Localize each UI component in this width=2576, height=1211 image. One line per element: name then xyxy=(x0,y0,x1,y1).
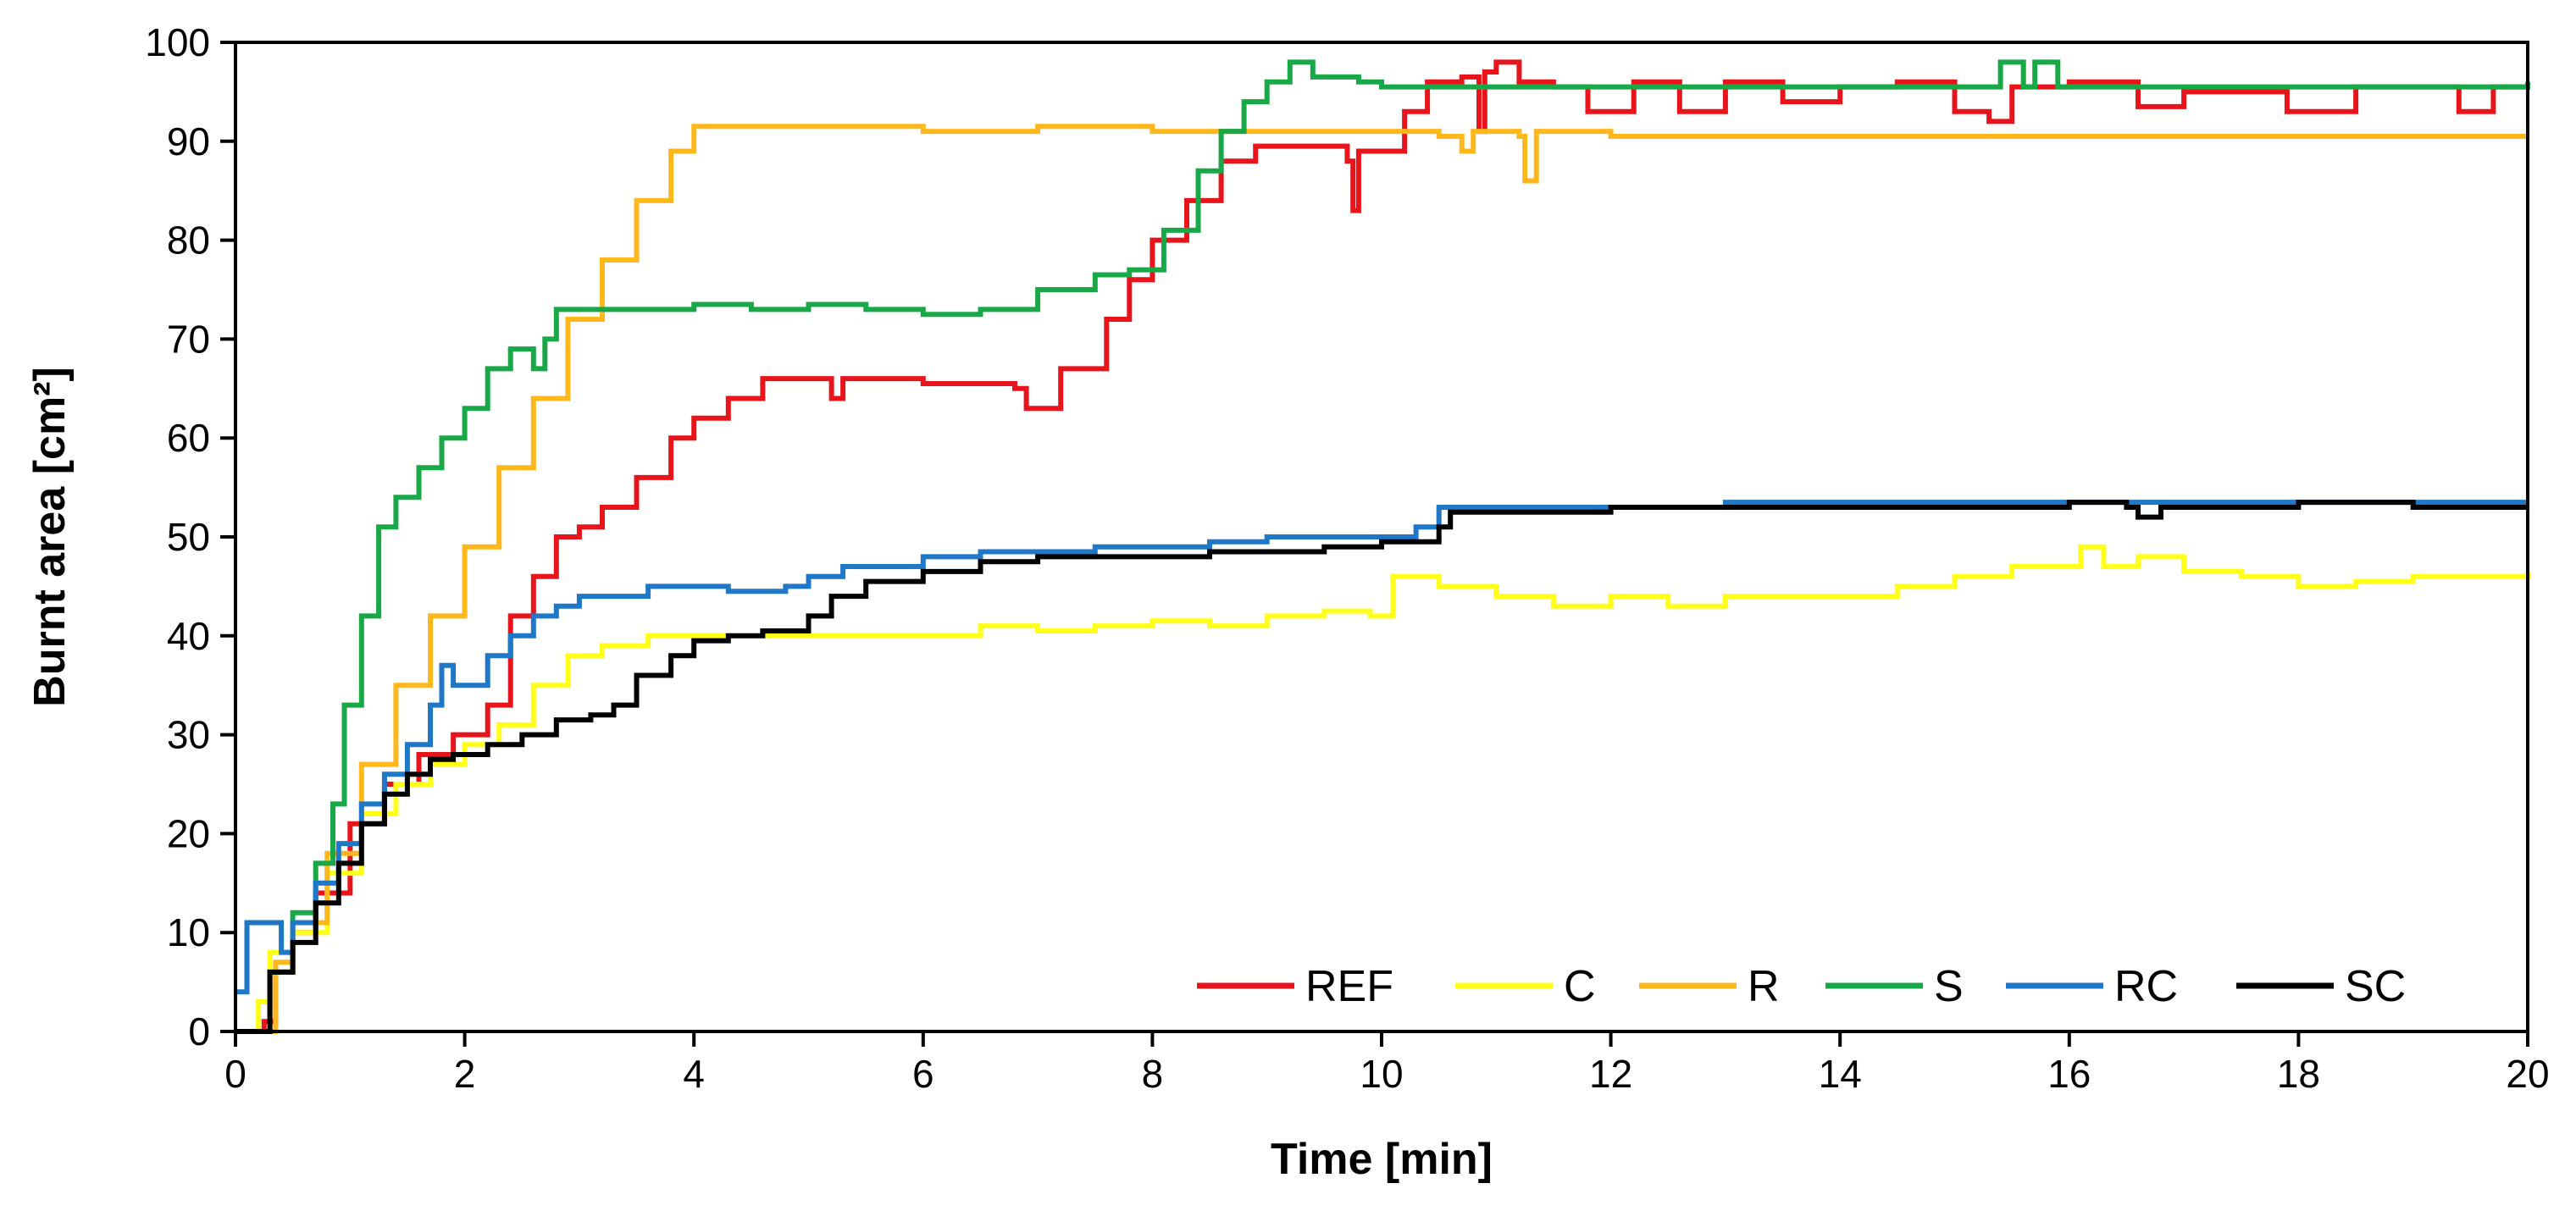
x-tick-label: 4 xyxy=(683,1052,705,1096)
legend-label-ref: REF xyxy=(1305,962,1393,1011)
x-axis: 0 2 4 6 8 10 12 14 16 18 20 xyxy=(224,1031,2550,1096)
x-tick-label: 0 xyxy=(224,1052,247,1096)
legend-label-r: R xyxy=(1748,962,1780,1011)
y-axis-title: Burnt area [cm²] xyxy=(25,367,75,707)
x-tick-label: 6 xyxy=(912,1052,934,1096)
x-axis-title: Time [min] xyxy=(1271,1135,1493,1184)
x-tick-label: 18 xyxy=(2277,1052,2320,1096)
legend-label-c: C xyxy=(1564,962,1596,1011)
x-tick-label: 14 xyxy=(1819,1052,1862,1096)
series-line-ref xyxy=(235,59,2528,1034)
series-line-c xyxy=(235,544,2530,1034)
y-tick-label: 80 xyxy=(167,218,210,263)
legend-label-sc: SC xyxy=(2345,962,2406,1011)
y-tick-label: 60 xyxy=(167,416,210,460)
series-line-rc xyxy=(235,500,2528,995)
x-tick-label: 16 xyxy=(2047,1052,2091,1096)
y-tick-label: 40 xyxy=(167,614,210,658)
y-tick-label: 50 xyxy=(167,515,210,559)
y-tick-label: 70 xyxy=(167,317,210,361)
x-tick-label: 20 xyxy=(2506,1052,2549,1096)
series-line-r xyxy=(235,124,2528,1034)
legend-label-rc: RC xyxy=(2114,962,2178,1011)
series-line-s xyxy=(235,59,2530,1034)
y-tick-label: 100 xyxy=(145,20,210,64)
y-axis: 0 10 20 30 40 50 60 70 80 90 100 xyxy=(145,20,235,1053)
series-layer xyxy=(235,59,2530,1034)
series-line-sc xyxy=(235,500,2528,1034)
legend-label-s: S xyxy=(1934,962,1964,1011)
x-tick-label: 8 xyxy=(1142,1052,1164,1096)
y-tick-label: 30 xyxy=(167,713,210,757)
y-tick-label: 0 xyxy=(188,1009,210,1053)
x-tick-label: 10 xyxy=(1360,1052,1403,1096)
y-tick-label: 10 xyxy=(167,910,210,954)
legend: REF C R S RC SC xyxy=(1197,962,2406,1011)
x-tick-label: 2 xyxy=(454,1052,476,1096)
y-tick-label: 90 xyxy=(167,119,210,163)
x-tick-label: 12 xyxy=(1589,1052,1632,1096)
y-tick-label: 20 xyxy=(167,811,210,855)
